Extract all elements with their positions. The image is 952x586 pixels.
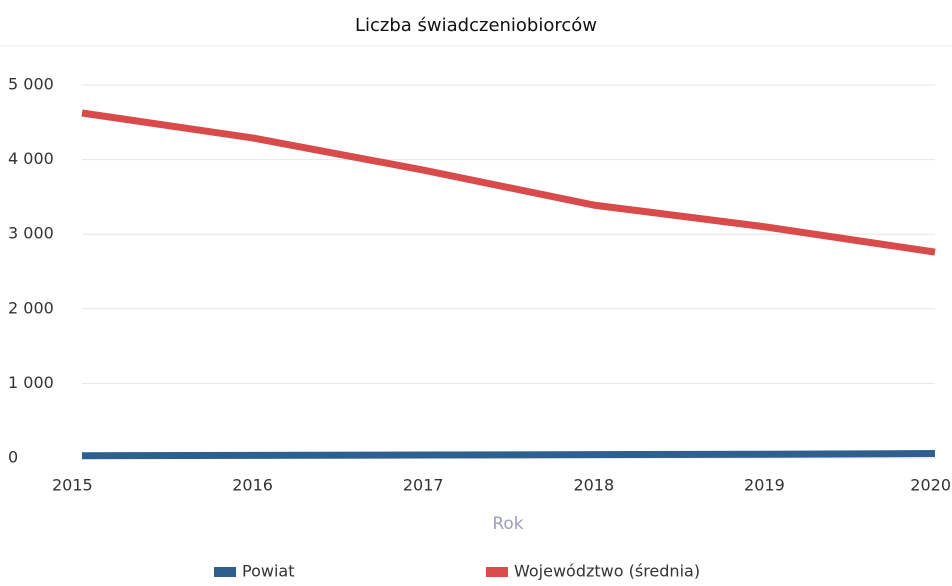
x-tick-label: 2019 [744, 476, 785, 495]
x-tick-label: 2016 [232, 476, 273, 495]
chart-title: Liczba świadczeniobiorców [355, 15, 597, 36]
x-tick-label: 2018 [573, 476, 614, 495]
x-axis-label: Rok [492, 514, 523, 534]
x-tick-label: 2015 [52, 476, 93, 495]
y-tick-label: 5 000 [8, 75, 54, 94]
legend-swatch [486, 567, 508, 577]
series-line [81, 109, 936, 256]
legend-swatch [214, 567, 236, 577]
y-tick-label: 4 000 [8, 149, 54, 168]
series-line [81, 450, 936, 460]
y-tick-label: 1 000 [8, 373, 54, 392]
legend-label: Województwo (średnia) [514, 562, 700, 581]
y-tick-label: 3 000 [8, 224, 54, 243]
x-tick-label: 2017 [403, 476, 444, 495]
legend-label: Powiat [242, 562, 294, 581]
y-tick-label: 2 000 [8, 298, 54, 317]
y-tick-label: 0 [8, 448, 18, 467]
x-tick-label: 2020 [910, 476, 951, 495]
